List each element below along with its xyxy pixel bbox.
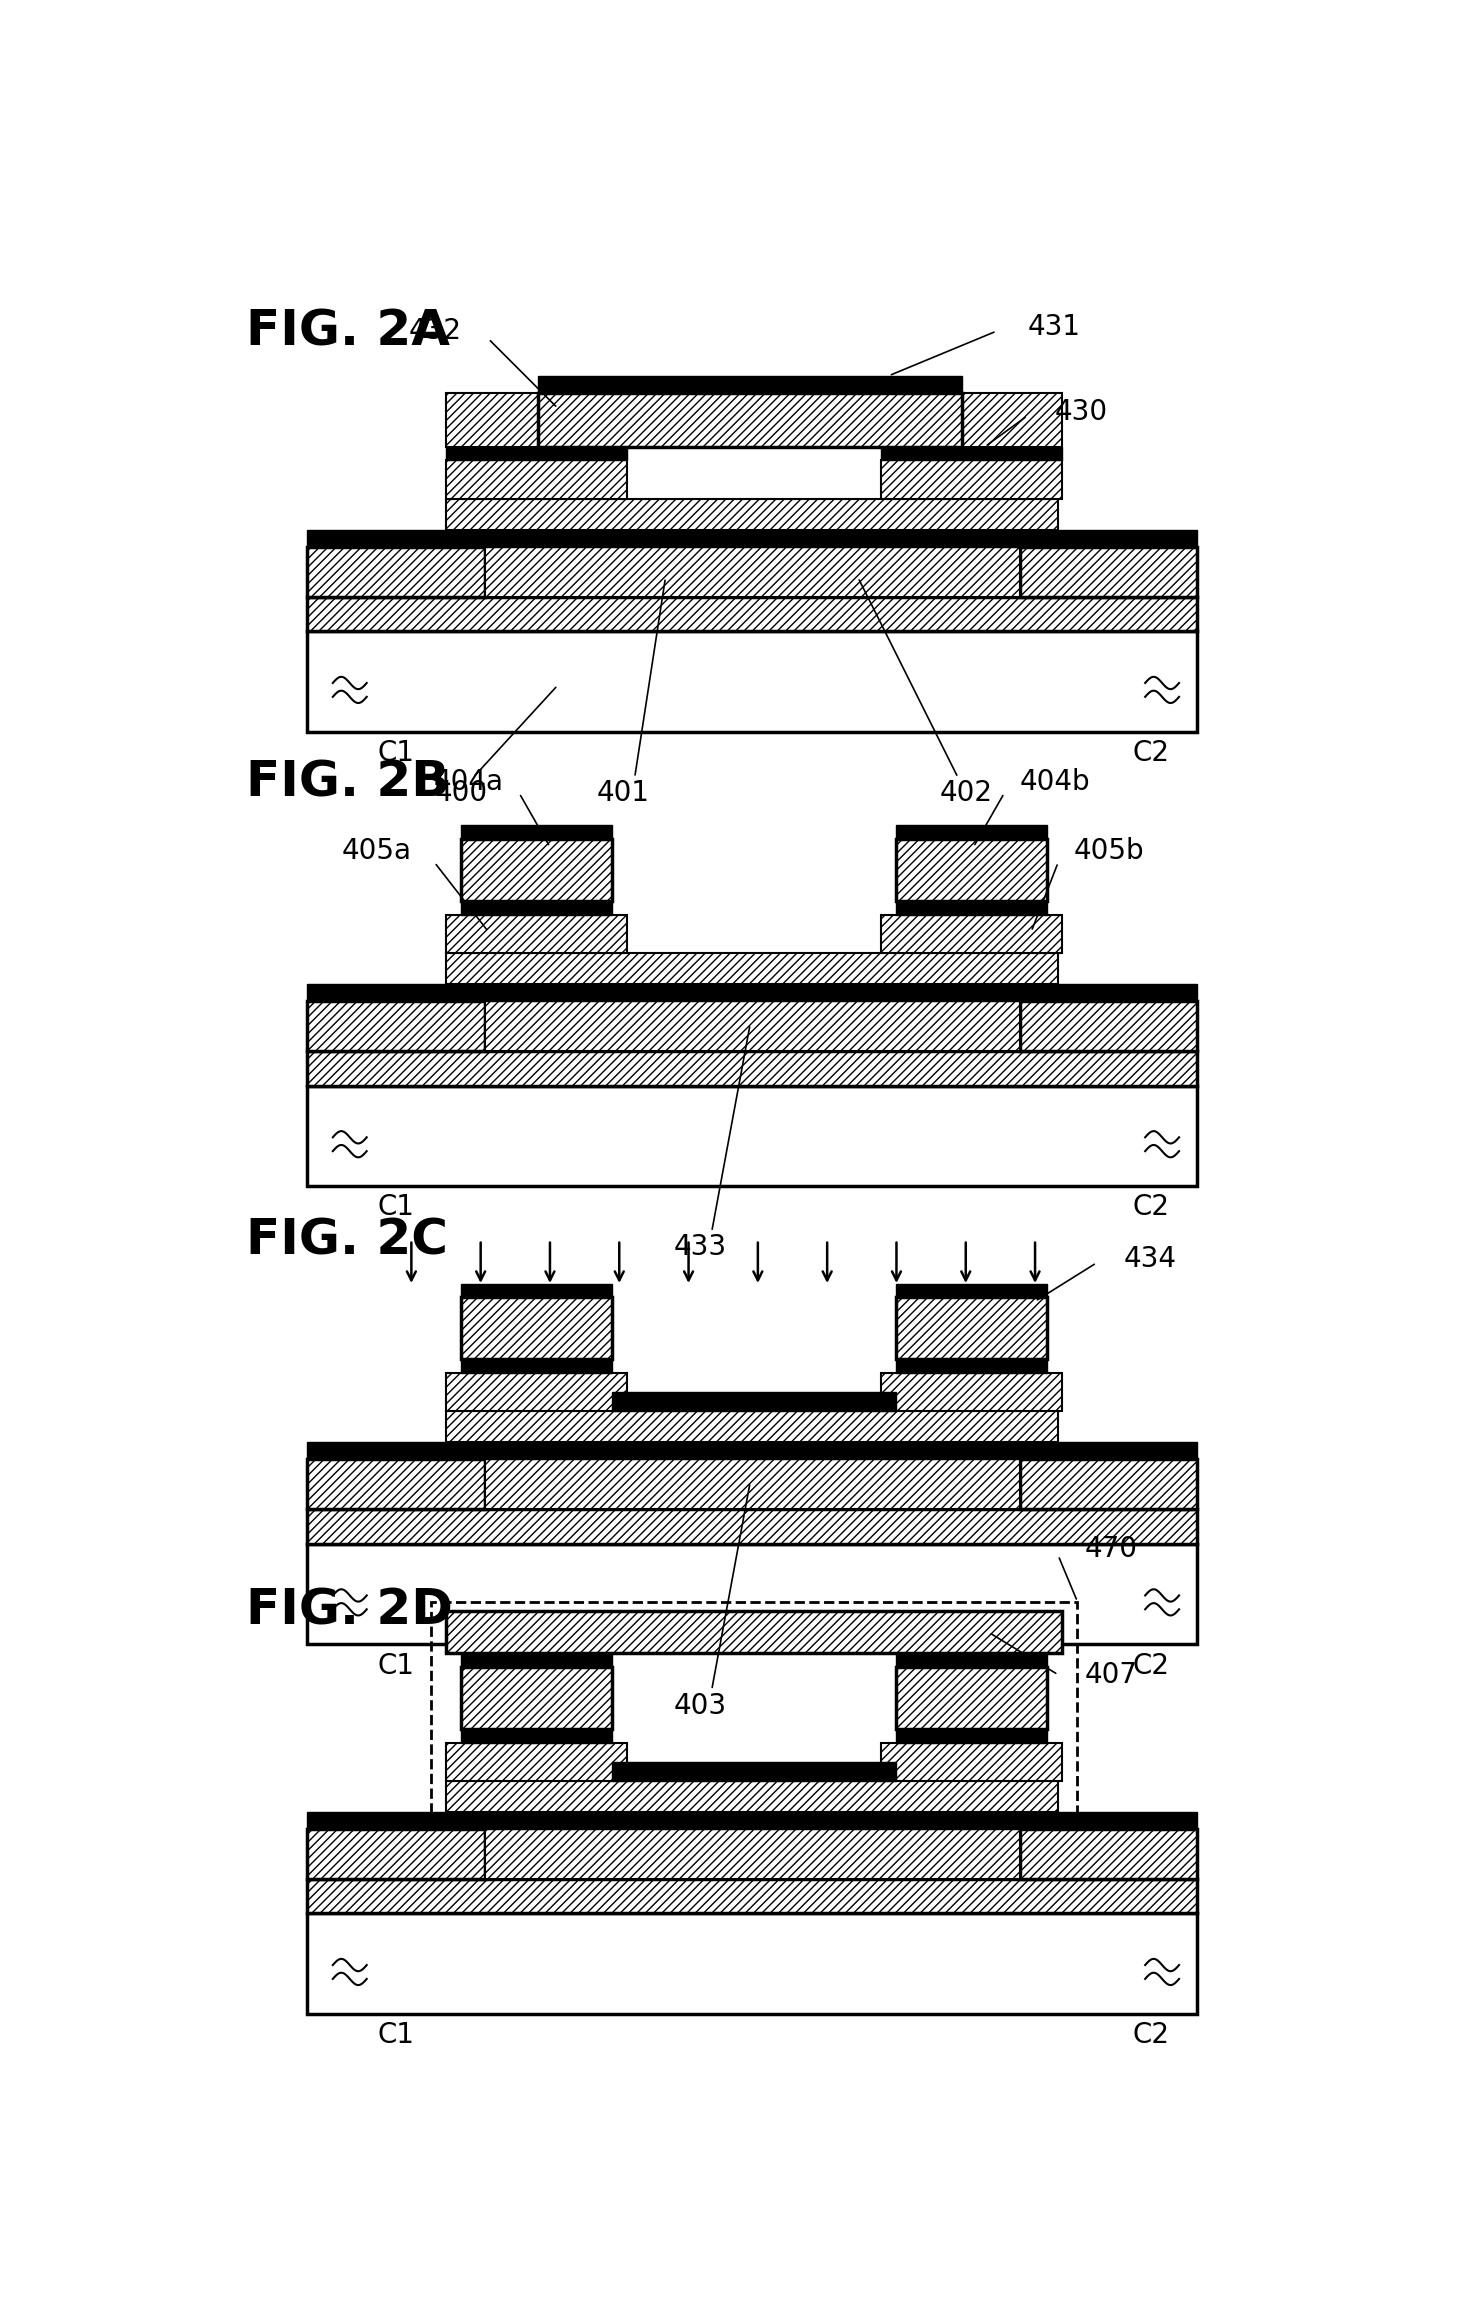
Bar bbox=[462, 1728, 612, 1742]
Bar bbox=[307, 1830, 484, 1878]
Bar bbox=[897, 901, 1047, 915]
Bar bbox=[307, 1460, 484, 1508]
Text: 404b: 404b bbox=[1019, 767, 1090, 795]
Bar bbox=[462, 825, 612, 839]
Bar bbox=[307, 1051, 1196, 1086]
Bar bbox=[484, 1000, 1019, 1051]
Text: C1: C1 bbox=[378, 1652, 414, 1679]
Bar bbox=[1019, 1830, 1196, 1878]
Bar bbox=[445, 1742, 627, 1781]
Bar bbox=[897, 825, 1047, 839]
Text: 404a: 404a bbox=[434, 767, 504, 795]
Text: C1: C1 bbox=[378, 1194, 414, 1222]
Bar bbox=[881, 393, 1062, 446]
Bar bbox=[445, 1610, 1062, 1654]
Bar bbox=[881, 915, 1062, 954]
Text: FIG. 2D: FIG. 2D bbox=[246, 1587, 453, 1633]
Bar bbox=[1019, 1000, 1196, 1051]
Text: 405b: 405b bbox=[1074, 836, 1145, 864]
Bar bbox=[445, 1372, 627, 1411]
Bar bbox=[307, 1086, 1196, 1185]
Text: C2: C2 bbox=[1133, 1652, 1170, 1679]
Bar bbox=[462, 1654, 612, 1668]
Text: 405a: 405a bbox=[341, 836, 412, 864]
Bar bbox=[462, 1358, 612, 1372]
Bar bbox=[307, 1811, 1196, 1830]
Bar bbox=[307, 1508, 1196, 1543]
Bar bbox=[897, 1358, 1047, 1372]
Text: 400: 400 bbox=[435, 778, 488, 806]
Text: 432: 432 bbox=[409, 316, 462, 344]
Text: C1: C1 bbox=[378, 2021, 414, 2049]
Bar bbox=[445, 1411, 1058, 1441]
Bar bbox=[307, 596, 1196, 631]
Bar bbox=[445, 446, 627, 460]
Bar bbox=[897, 1668, 1047, 1728]
Text: 431: 431 bbox=[1028, 314, 1080, 342]
Text: 401: 401 bbox=[596, 778, 649, 806]
Bar bbox=[307, 1543, 1196, 1645]
Bar bbox=[307, 529, 1196, 547]
Bar bbox=[431, 1601, 1077, 1818]
Bar bbox=[307, 547, 484, 596]
Bar bbox=[462, 901, 612, 915]
Bar bbox=[897, 1284, 1047, 1298]
Text: FIG. 2B: FIG. 2B bbox=[246, 758, 450, 806]
Bar bbox=[445, 954, 1058, 984]
Bar bbox=[1019, 547, 1196, 596]
Text: 430: 430 bbox=[1055, 397, 1108, 425]
Bar bbox=[897, 839, 1047, 901]
Bar bbox=[462, 1668, 612, 1728]
Bar bbox=[612, 1763, 897, 1781]
Text: 470: 470 bbox=[1086, 1536, 1139, 1564]
Text: FIG. 2C: FIG. 2C bbox=[246, 1217, 448, 1264]
Text: 403: 403 bbox=[674, 1691, 727, 1719]
Bar bbox=[445, 1781, 1058, 1811]
Bar bbox=[307, 984, 1196, 1000]
Bar bbox=[538, 393, 962, 446]
Bar bbox=[462, 1298, 612, 1358]
Bar bbox=[307, 1878, 1196, 1913]
Text: C2: C2 bbox=[1133, 1194, 1170, 1222]
Bar bbox=[462, 1284, 612, 1298]
Bar bbox=[445, 915, 627, 954]
Bar bbox=[307, 1000, 484, 1051]
Bar bbox=[307, 1913, 1196, 2014]
Bar bbox=[881, 460, 1062, 499]
Text: C2: C2 bbox=[1133, 2021, 1170, 2049]
Bar bbox=[445, 499, 1058, 529]
Bar bbox=[1019, 1460, 1196, 1508]
Bar bbox=[538, 377, 962, 393]
Bar bbox=[612, 1393, 897, 1411]
Bar bbox=[484, 1460, 1019, 1508]
Bar bbox=[897, 1654, 1047, 1668]
Text: C1: C1 bbox=[378, 739, 414, 767]
Bar bbox=[881, 1372, 1062, 1411]
Bar bbox=[897, 1298, 1047, 1358]
Bar bbox=[445, 393, 627, 446]
Text: 434: 434 bbox=[1124, 1245, 1177, 1273]
Text: 402: 402 bbox=[940, 778, 993, 806]
Text: 407: 407 bbox=[1086, 1661, 1139, 1689]
Bar bbox=[897, 1728, 1047, 1742]
Bar bbox=[445, 460, 627, 499]
Text: C2: C2 bbox=[1133, 739, 1170, 767]
Bar bbox=[462, 839, 612, 901]
Bar bbox=[881, 1742, 1062, 1781]
Bar bbox=[307, 1441, 1196, 1460]
Text: 433: 433 bbox=[674, 1234, 727, 1261]
Bar bbox=[484, 1830, 1019, 1878]
Bar bbox=[307, 631, 1196, 732]
Bar bbox=[881, 446, 1062, 460]
Bar bbox=[484, 547, 1019, 596]
Text: FIG. 2A: FIG. 2A bbox=[246, 307, 450, 356]
